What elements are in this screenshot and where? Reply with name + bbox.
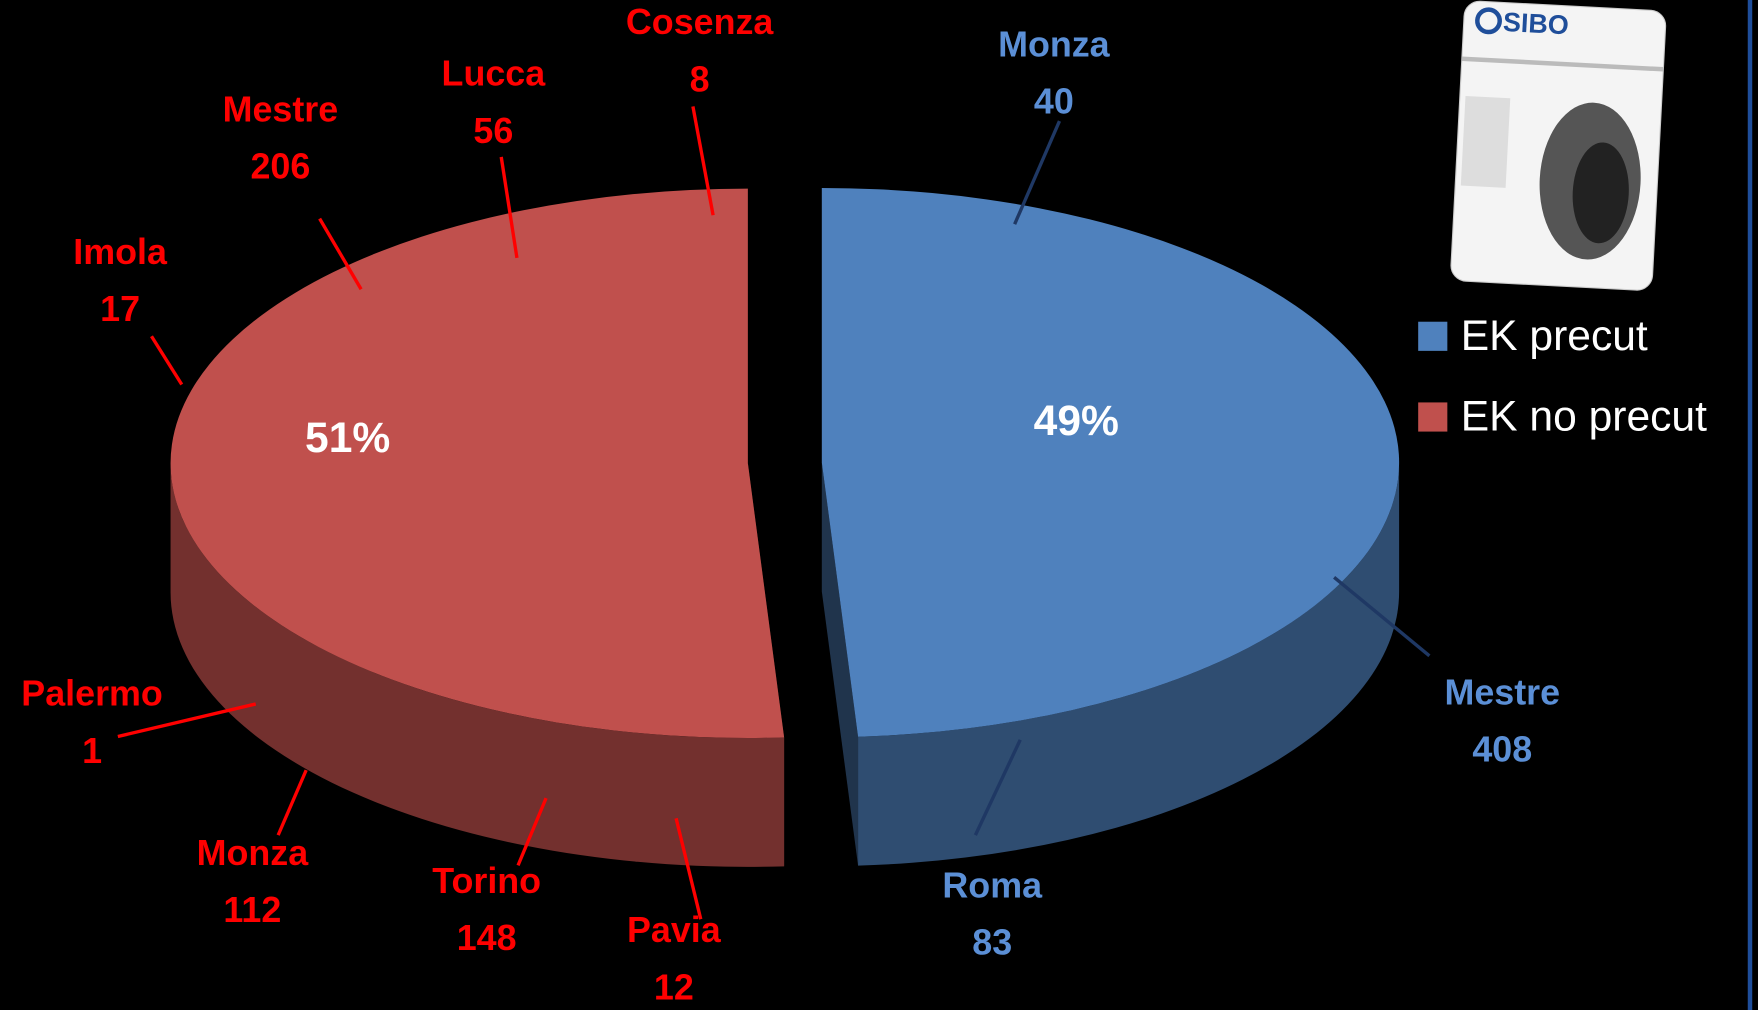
annotation-value: 1 xyxy=(82,731,102,771)
legend-swatch xyxy=(1418,321,1448,351)
leader-line xyxy=(276,769,308,836)
logo-bar xyxy=(1461,56,1664,72)
annotation-value: 408 xyxy=(1472,730,1532,770)
annotation-label: Torino xyxy=(432,861,541,901)
annotation-value: 83 xyxy=(972,922,1012,962)
annotation-label: Roma xyxy=(942,865,1043,905)
annotation-value: 17 xyxy=(100,289,140,329)
annotation-label: Pavia xyxy=(627,910,722,950)
annotation-label: Mestre xyxy=(1444,672,1560,712)
annotation-value: 40 xyxy=(1034,82,1074,122)
slice-cut-face xyxy=(821,462,859,866)
leader-line xyxy=(674,817,703,920)
logo-text: SIBO xyxy=(1502,7,1569,40)
slice xyxy=(170,188,785,738)
annotation-label: Mestre xyxy=(223,90,339,130)
annotation-value: 56 xyxy=(473,111,513,151)
annotation-value: 206 xyxy=(250,147,310,187)
annotation-value: 112 xyxy=(223,890,281,930)
leader-line xyxy=(973,739,1022,836)
annotation-label: Monza xyxy=(998,25,1111,65)
annotation-label: Cosenza xyxy=(626,2,775,42)
leader-line xyxy=(1333,576,1431,658)
leader-line xyxy=(150,335,184,386)
edge-stripe xyxy=(1747,0,1753,1010)
annotation-value: 148 xyxy=(457,918,517,958)
logo: SIBO xyxy=(1450,0,1667,291)
leader-line xyxy=(318,217,363,291)
annotation-label: Monza xyxy=(197,833,310,873)
annotation-value: 8 xyxy=(690,59,710,99)
legend-swatch xyxy=(1418,402,1448,432)
slice-side xyxy=(858,462,1400,866)
legend-label: EK no precut xyxy=(1461,392,1707,440)
leader-line xyxy=(691,106,715,216)
leader-line xyxy=(499,156,519,259)
leader-line xyxy=(117,702,257,739)
logo-menu xyxy=(1460,95,1511,188)
slice-label: 51% xyxy=(305,414,390,462)
legend-label: EK precut xyxy=(1461,312,1648,360)
annotation-value: 12 xyxy=(654,967,694,1007)
annotation-label: Imola xyxy=(73,232,168,272)
slice-label: 49% xyxy=(1034,397,1119,445)
logo-pupil xyxy=(1572,142,1629,244)
annotation-label: Palermo xyxy=(21,674,163,714)
leader-line xyxy=(516,797,548,867)
annotation-label: Lucca xyxy=(442,54,547,94)
leader-line xyxy=(1013,120,1062,225)
slice-side xyxy=(170,463,785,867)
logo-icon xyxy=(1475,7,1502,35)
slice xyxy=(821,187,1400,737)
